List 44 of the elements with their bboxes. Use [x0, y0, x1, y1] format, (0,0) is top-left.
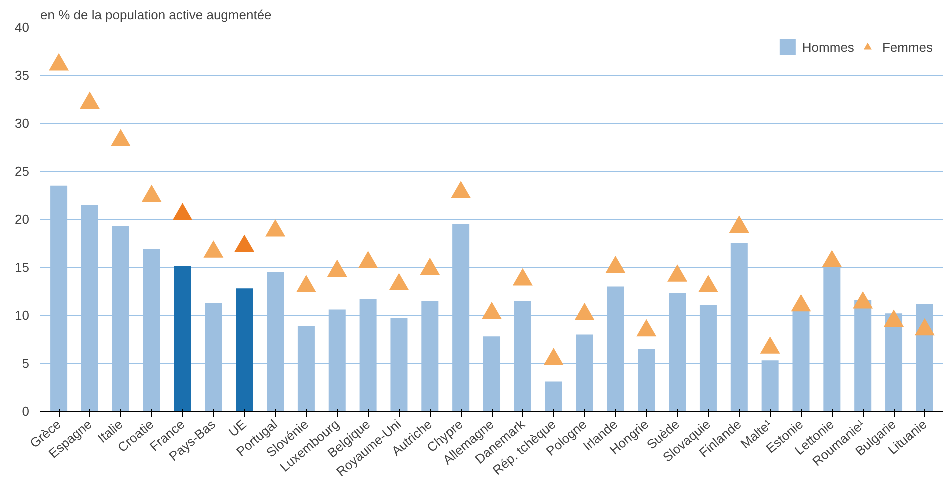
point	[80, 92, 100, 110]
point	[822, 250, 842, 268]
legend-label: Femmes	[882, 40, 933, 54]
legend-label: Hommes	[802, 40, 854, 54]
point	[853, 291, 874, 309]
y-tick-label: 15	[15, 260, 30, 275]
point	[884, 310, 904, 328]
point	[636, 319, 657, 337]
y-tick-label: 30	[15, 116, 30, 131]
y-tick-label: 20	[15, 212, 30, 227]
y-tick-label: 0	[22, 404, 30, 419]
point	[729, 216, 750, 233]
y-tick-label: 25	[15, 164, 30, 179]
point	[544, 348, 564, 366]
point	[451, 181, 472, 198]
y-tick-label: 35	[15, 68, 30, 83]
point	[791, 294, 812, 312]
point	[327, 260, 348, 278]
bar	[545, 382, 562, 412]
y-tick-label: 5	[22, 356, 30, 371]
point	[668, 264, 688, 282]
point	[296, 275, 316, 292]
point	[204, 240, 224, 258]
point	[358, 251, 378, 268]
point	[49, 53, 70, 71]
y-tick-label: 40	[15, 20, 30, 35]
chart-title: en % de la population active augmentée	[40, 8, 272, 22]
point	[698, 275, 718, 292]
point	[606, 256, 626, 274]
point	[914, 318, 935, 336]
point	[760, 336, 780, 354]
point	[389, 273, 410, 291]
point	[574, 302, 595, 320]
point	[172, 203, 193, 220]
point	[234, 234, 255, 252]
point	[512, 268, 533, 286]
point	[420, 258, 440, 276]
y-tick-label: 10	[15, 308, 30, 323]
point	[142, 184, 162, 202]
bar	[174, 266, 192, 412]
point	[482, 302, 502, 320]
point	[266, 219, 286, 237]
point	[110, 129, 131, 147]
bar	[236, 288, 254, 412]
